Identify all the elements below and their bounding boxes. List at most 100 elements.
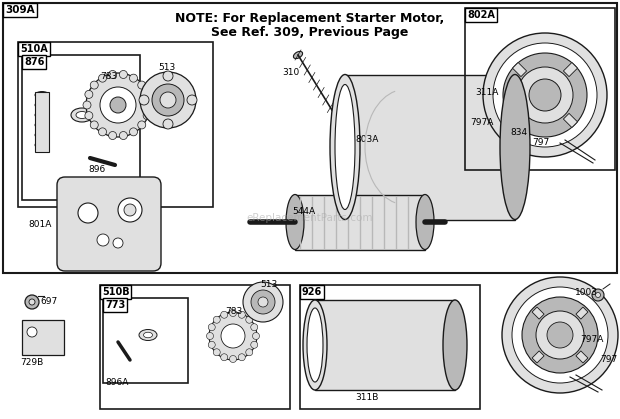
Circle shape bbox=[130, 74, 138, 82]
Bar bbox=[18, 42, 213, 207]
Circle shape bbox=[97, 234, 109, 246]
Ellipse shape bbox=[139, 329, 157, 341]
Circle shape bbox=[512, 287, 608, 383]
Ellipse shape bbox=[76, 111, 88, 119]
Circle shape bbox=[25, 295, 39, 309]
Circle shape bbox=[27, 327, 37, 337]
Text: eReplacementParts.com: eReplacementParts.com bbox=[247, 213, 373, 223]
Ellipse shape bbox=[35, 111, 49, 119]
Circle shape bbox=[529, 79, 561, 111]
Text: 802A: 802A bbox=[467, 10, 495, 20]
Bar bbox=[315, 300, 455, 390]
Text: 926: 926 bbox=[302, 287, 322, 297]
Text: 544A: 544A bbox=[292, 207, 315, 216]
Circle shape bbox=[140, 72, 196, 128]
Circle shape bbox=[517, 67, 573, 123]
Circle shape bbox=[208, 324, 215, 331]
Circle shape bbox=[143, 91, 151, 98]
Bar bbox=[3, 3, 617, 273]
Text: 797A: 797A bbox=[580, 335, 603, 344]
Circle shape bbox=[502, 277, 618, 393]
Circle shape bbox=[251, 290, 275, 314]
Bar bbox=[513, 114, 526, 127]
Circle shape bbox=[143, 111, 151, 119]
Text: 797: 797 bbox=[600, 355, 618, 364]
Bar bbox=[576, 351, 588, 363]
Bar bbox=[564, 62, 577, 77]
Circle shape bbox=[86, 73, 150, 137]
Circle shape bbox=[258, 297, 268, 307]
Ellipse shape bbox=[35, 101, 49, 109]
Ellipse shape bbox=[335, 85, 355, 210]
FancyBboxPatch shape bbox=[57, 177, 161, 271]
Circle shape bbox=[85, 91, 93, 98]
Bar bbox=[103, 298, 188, 383]
Circle shape bbox=[483, 33, 607, 157]
Text: 1003: 1003 bbox=[575, 288, 598, 297]
Circle shape bbox=[493, 43, 597, 147]
Circle shape bbox=[221, 324, 245, 348]
Circle shape bbox=[221, 354, 228, 361]
Text: 797A: 797A bbox=[470, 118, 494, 127]
Circle shape bbox=[120, 70, 127, 78]
Circle shape bbox=[206, 333, 213, 339]
Text: 729B: 729B bbox=[20, 358, 43, 367]
Bar bbox=[22, 55, 140, 200]
Text: 896A: 896A bbox=[105, 378, 128, 387]
Text: 773: 773 bbox=[105, 300, 125, 310]
Text: 510B: 510B bbox=[102, 287, 130, 297]
Circle shape bbox=[118, 198, 142, 222]
Circle shape bbox=[246, 316, 253, 323]
Circle shape bbox=[124, 204, 136, 216]
Text: 876: 876 bbox=[24, 57, 45, 67]
Circle shape bbox=[139, 95, 149, 105]
Circle shape bbox=[120, 132, 127, 140]
Bar bbox=[100, 285, 290, 409]
Circle shape bbox=[91, 121, 98, 129]
Circle shape bbox=[163, 119, 173, 129]
Circle shape bbox=[229, 310, 236, 316]
Ellipse shape bbox=[286, 194, 304, 249]
Circle shape bbox=[238, 311, 246, 318]
Circle shape bbox=[503, 53, 587, 137]
Text: 309A: 309A bbox=[5, 5, 35, 15]
Circle shape bbox=[250, 341, 258, 348]
Circle shape bbox=[209, 312, 257, 360]
Ellipse shape bbox=[416, 194, 434, 249]
Ellipse shape bbox=[35, 122, 49, 129]
Ellipse shape bbox=[35, 142, 49, 148]
Circle shape bbox=[78, 203, 98, 223]
Text: 797: 797 bbox=[532, 138, 549, 147]
Ellipse shape bbox=[293, 52, 303, 59]
Ellipse shape bbox=[443, 300, 467, 390]
Bar bbox=[35, 92, 49, 152]
Text: 310: 310 bbox=[282, 68, 299, 77]
Circle shape bbox=[246, 349, 253, 356]
Text: NOTE: For Replacement Starter Motor,: NOTE: For Replacement Starter Motor, bbox=[175, 12, 445, 25]
Text: 513: 513 bbox=[260, 280, 277, 289]
Ellipse shape bbox=[143, 332, 153, 338]
Circle shape bbox=[160, 92, 176, 108]
Ellipse shape bbox=[35, 91, 49, 98]
Circle shape bbox=[522, 297, 598, 373]
Text: 801A: 801A bbox=[28, 220, 51, 229]
Circle shape bbox=[138, 81, 146, 89]
Circle shape bbox=[221, 311, 228, 318]
Text: 311B: 311B bbox=[355, 393, 378, 402]
Circle shape bbox=[100, 87, 136, 123]
Text: 783: 783 bbox=[100, 72, 117, 81]
Text: See Ref. 309, Previous Page: See Ref. 309, Previous Page bbox=[211, 26, 409, 39]
Text: 834: 834 bbox=[510, 128, 527, 137]
Bar bbox=[465, 8, 615, 170]
Circle shape bbox=[99, 128, 107, 136]
Ellipse shape bbox=[35, 132, 49, 139]
Circle shape bbox=[213, 316, 220, 323]
Circle shape bbox=[592, 289, 604, 301]
Circle shape bbox=[83, 101, 91, 109]
Ellipse shape bbox=[303, 300, 327, 390]
Bar bbox=[345, 75, 515, 220]
Circle shape bbox=[152, 84, 184, 116]
Ellipse shape bbox=[500, 75, 530, 220]
Bar bbox=[513, 62, 526, 77]
Bar bbox=[532, 351, 544, 363]
